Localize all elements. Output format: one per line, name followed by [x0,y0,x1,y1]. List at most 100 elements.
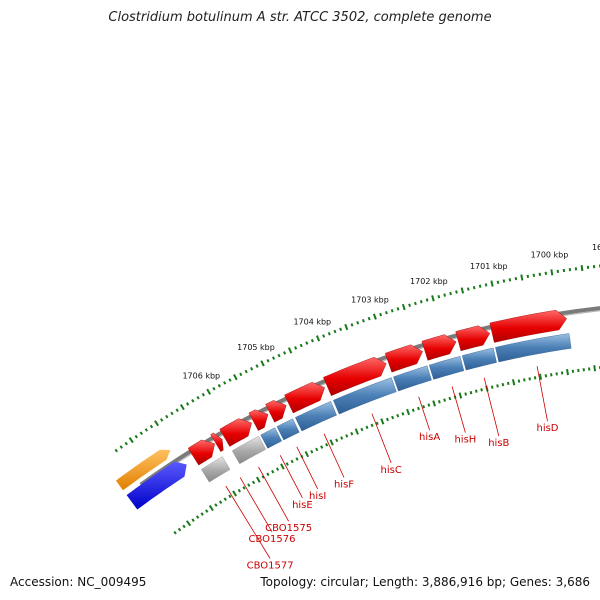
genome-summary-text: Topology: circular; Length: 3,886,916 bp… [260,575,590,589]
outer-ruler-tick [327,331,331,336]
gene-label-hish: hisH [454,435,476,446]
gene-band [333,377,397,415]
outer-ruler-tick [206,388,212,395]
gene-label-hisd: hisD [536,423,558,434]
inner-ruler-tick [501,382,505,387]
inner-ruler-tick [555,372,558,376]
inner-ruler-tick [329,439,334,446]
outer-tick-ruler [114,264,600,453]
inner-ruler-tick [511,379,516,386]
gene-band [201,456,231,483]
outer-ruler-tick [212,386,216,391]
gene-band [231,435,266,465]
label-leader [225,485,271,559]
inner-ruler-tick [271,469,275,474]
inner-ruler-tick [432,400,436,407]
inner-ruler-tick [310,449,314,454]
inner-ruler-tick [275,467,280,471]
outer-ruler-tick [350,323,354,327]
outer-ruler-tick [144,428,149,432]
cds-arrow [455,325,491,352]
outer-ruler-tick [425,298,429,302]
inner-tick-ruler [173,365,600,535]
inner-ruler-tick [375,421,379,426]
inner-ruler-tick [464,392,468,396]
outer-ruler-tick [228,378,232,382]
outer-ruler-tick [419,299,423,304]
inner-ruler-tick [214,503,218,507]
outer-ruler-tick [580,264,584,272]
outer-ruler-tick [217,383,221,388]
outer-ruler-tick [496,280,500,284]
outer-ruler-tick [294,346,298,350]
scale-tick-label: 1702 kbp [410,277,448,286]
inner-ruler-tick [205,509,209,513]
outer-ruler-tick [260,360,265,367]
inner-ruler-tick [538,373,543,380]
outer-ruler-tick [114,448,118,453]
outer-ruler-tick [508,278,512,282]
inner-ruler-tick [593,365,597,372]
scale-tick-label: 1701 kbp [470,262,508,271]
inner-ruler-tick [406,408,411,416]
inner-ruler-tick [251,480,256,485]
outer-ruler-tick [532,273,536,277]
inner-ruler-tick [266,472,270,477]
outer-ruler-tick [490,280,494,287]
gene-feature-track [201,333,572,483]
left-feature-tracks [115,449,187,510]
inner-ruler-tick [173,530,177,535]
inner-ruler-tick [566,368,569,376]
inner-ruler-tick [242,486,246,490]
label-leader [279,455,303,498]
scale-tick-label: 1703 kbp [351,296,389,305]
scale-labels: 1699 kbp 1700 kbp 1701 kbp 1702 kbp 1703 kbp… [182,243,600,381]
cds-arrow [219,418,252,447]
inner-ruler-tick [315,447,319,452]
inner-ruler-tick [427,403,431,407]
inner-ruler-tick [186,520,192,527]
outer-ruler-tick [165,414,169,419]
outer-ruler-tick [356,321,360,325]
gene-band [295,401,337,432]
scale-tick-label: 1705 kbp [237,343,275,352]
outer-ruler-tick [484,283,488,287]
outer-ruler-tick [379,312,383,317]
scale-tick-label: 1704 kbp [293,318,331,327]
outer-ruler-tick [134,434,138,439]
outer-ruler-tick [514,276,518,281]
outer-ruler-tick [250,367,254,371]
inner-ruler-tick [360,427,364,432]
inner-ruler-tick [528,377,531,381]
orange-feature [115,449,171,491]
inner-ruler-tick [365,425,369,430]
outer-ruler-tick [401,303,406,311]
inner-ruler-tick [411,408,415,412]
scale-tick-label: 1706 kbp [182,372,220,381]
outer-ruler-tick [160,418,164,422]
inner-ruler-tick [385,417,389,422]
inner-ruler-tick [496,384,499,388]
outer-ruler-tick [390,309,394,313]
cds-arrow [210,432,224,453]
gene-label-cbo1576: CBO1576 [249,534,296,545]
outer-ruler-tick [185,402,190,406]
inner-ruler-tick [490,385,494,389]
inner-ruler-tick [195,515,200,519]
cds-arrow [323,356,387,396]
gene-label-hisc: hisC [381,465,402,476]
inner-ruler-tick [380,418,385,425]
outer-ruler-tick [538,272,542,276]
label-leader [239,477,273,533]
inner-ruler-tick [401,412,405,416]
label-leader [483,377,500,437]
outer-ruler-tick [310,338,314,343]
outer-ruler-tick [333,329,337,334]
outer-ruler-tick [179,403,185,411]
outer-ruler-tick [520,274,524,281]
label-leader [258,466,289,522]
outer-ruler-tick [466,287,470,291]
scale-tick-label: 1699 kbp [592,243,600,252]
